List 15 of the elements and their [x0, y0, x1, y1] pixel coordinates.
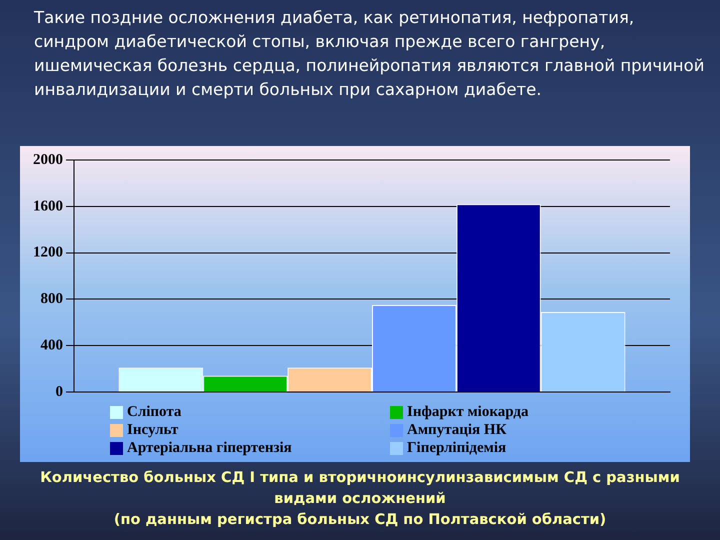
legend-label: Інфаркт міокарда	[407, 404, 528, 421]
legend-label: Гіперліпідемія	[407, 440, 506, 457]
y-tick-label: 1600	[33, 198, 63, 214]
legend-label: Інсульт	[127, 422, 178, 439]
legend-label: Артеріальна гіпертензія	[127, 440, 292, 457]
legend-label: Ампутація НК	[407, 422, 506, 439]
legend-label: Сліпота	[127, 404, 182, 421]
y-tick-label: 400	[40, 337, 63, 354]
y-tick-label: 1200	[33, 244, 63, 261]
chart-title: Такие поздние осложнения диабета, как ретинопатия, нефропатия, синдром диабетической стопы, включая прежде всего гангрену, ишемическая болезнь сердца, полинейропатия являются главной причиной инвалидизации и смерти больных при сахарном диабете.	[34, 7, 706, 101]
y-tick-label: 2000	[33, 152, 63, 168]
text: (по данным регистра больных СД по Полтавской области)	[112, 511, 608, 530]
text: Количество больных СД I типа и вторичноинсулинзависимым СД с разными видами осложнений	[39, 469, 681, 509]
y-tick-label: 0	[56, 384, 63, 400]
y-tick-label: 800	[40, 291, 63, 308]
